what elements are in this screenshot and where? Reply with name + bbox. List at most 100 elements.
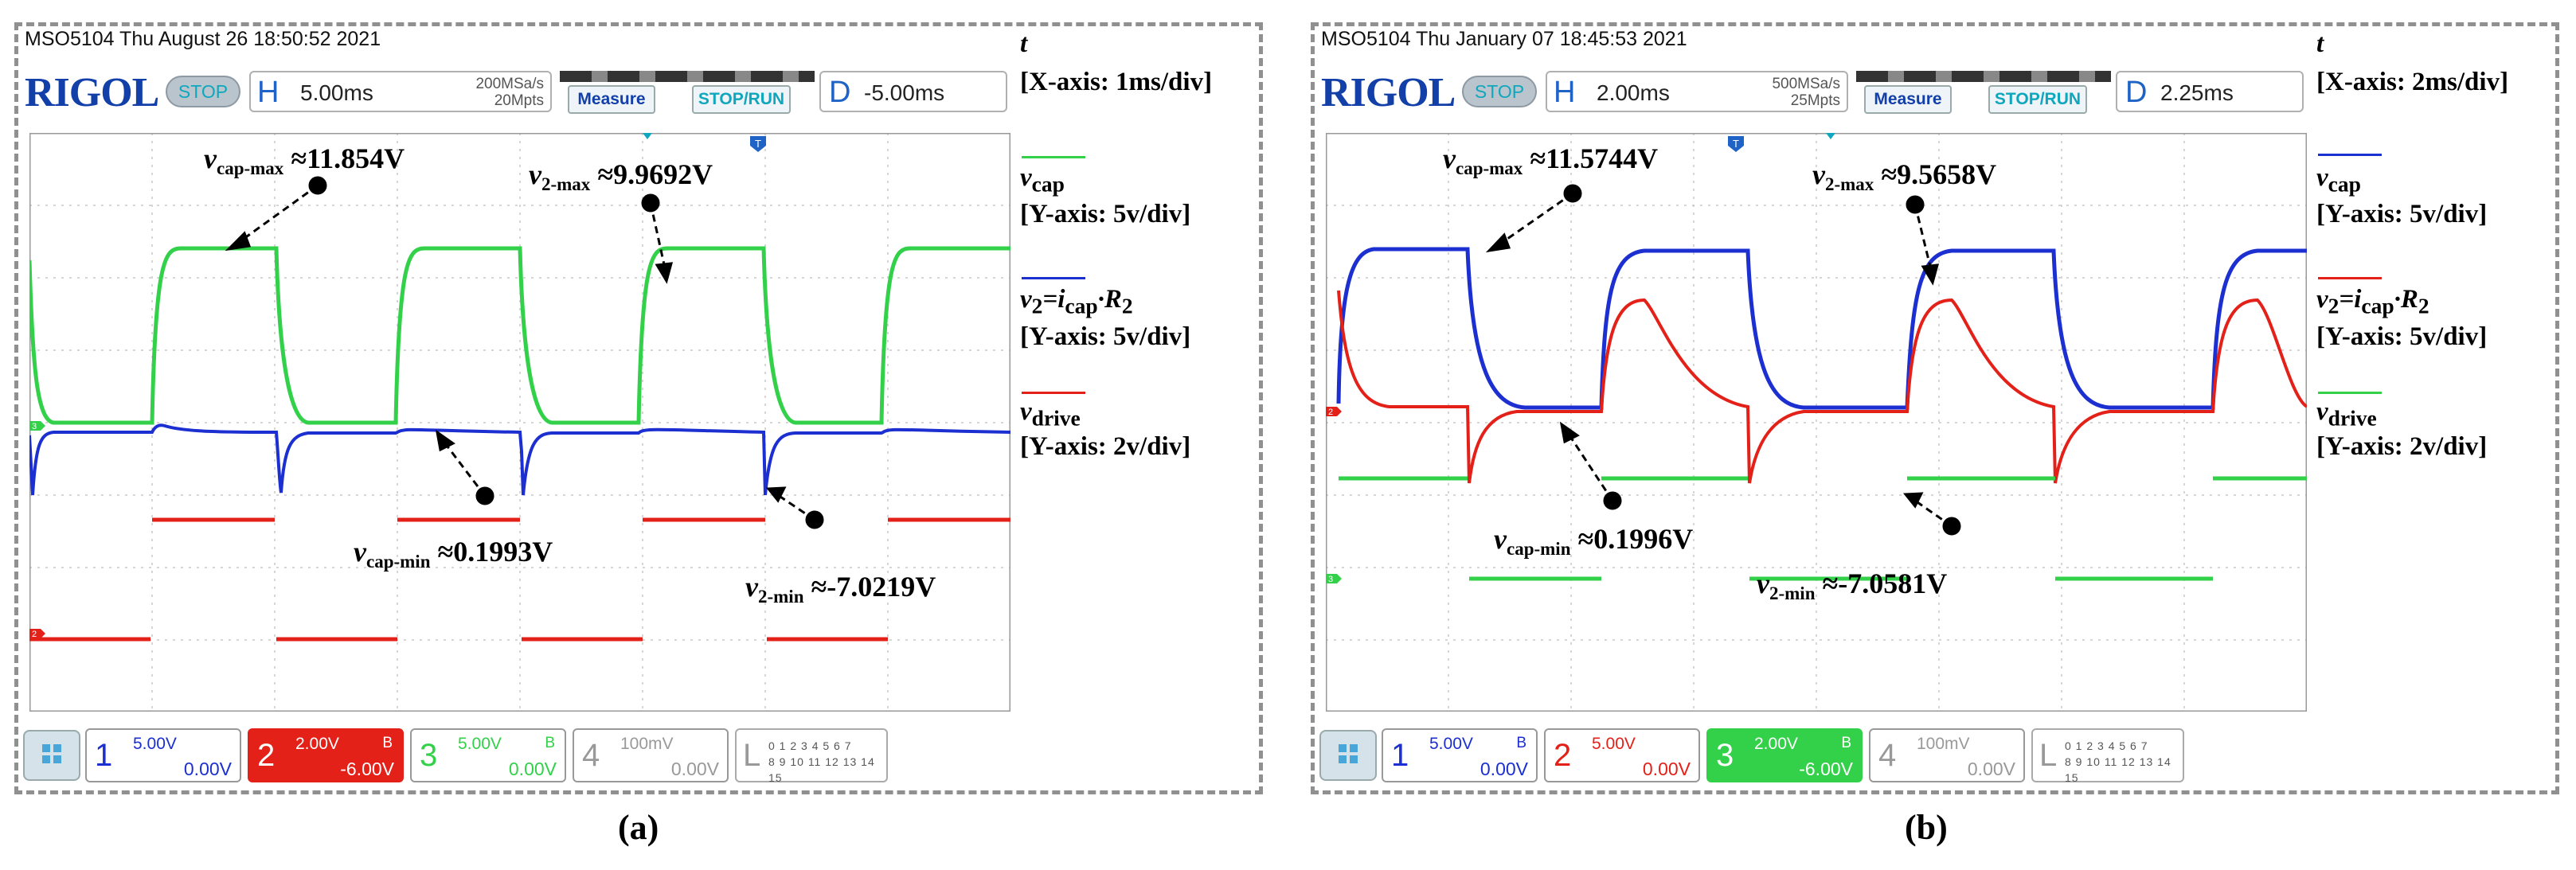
waveform-plot: T 3 2	[29, 133, 1010, 712]
waveform-display[interactable]: T 2 3	[1326, 133, 2307, 712]
channel-4-box[interactable]: 4 100mV 0.00V	[573, 728, 729, 782]
ch2-marker-label: 2	[1328, 408, 1333, 417]
horizontal-timebase-box[interactable]: H 2.00ms 500MSa/s 25Mpts	[1546, 71, 1848, 112]
legend-swatch	[2318, 277, 2382, 279]
delay-box[interactable]: D -5.00ms	[819, 71, 1007, 112]
annotation-vcap-max-a: vcap-max ≈11.854V	[204, 142, 405, 179]
legend-time-label: t	[1020, 29, 1028, 58]
measure-button[interactable]: Measure	[568, 85, 655, 114]
trig-label: T	[1733, 138, 1739, 150]
channel-3-box[interactable]: 3 5.00V B 0.00V	[410, 728, 566, 782]
legend-entry-axis: [Y-axis: 5v/div]	[2316, 322, 2488, 351]
legend-swatch	[1022, 392, 1085, 394]
run-status-button[interactable]: STOP	[166, 76, 240, 107]
channel-scale: 5.00V	[1592, 735, 1636, 753]
scope-header: MSO5104 Thu August 26 18:50:52 2021	[25, 28, 381, 50]
delay-box[interactable]: D 2.25ms	[2116, 71, 2304, 112]
channel-offset: 0.00V	[183, 759, 232, 779]
ch2-ground-marker	[1326, 407, 1342, 416]
stop-run-button[interactable]: STOP/RUN	[1988, 85, 2087, 114]
annotation-arrows	[1485, 184, 1961, 536]
legend-entry-name: vcap	[1020, 163, 1065, 197]
channel-bar: 1 5.00V B 0.00V 2 5.00V 0.00V 3 2.00V B …	[1315, 720, 2308, 789]
channel-number: 3	[1716, 738, 1734, 773]
waveform-plot: T 2 3	[1326, 133, 2307, 712]
trig-marker	[750, 136, 766, 152]
trigger-position-marker	[643, 133, 652, 139]
panel-caption-a: (a)	[618, 808, 659, 847]
annotation-v2-max-b: v2-max ≈9.5658V	[1812, 158, 1997, 195]
run-status-button[interactable]: STOP	[1462, 76, 1537, 107]
trace-v2-b	[1337, 290, 2307, 484]
legend-swatch	[1022, 156, 1085, 158]
grid	[29, 133, 1010, 712]
trace-v2-a	[29, 423, 1010, 496]
legend-swatch	[2318, 154, 2382, 156]
channel-offset: -6.00V	[340, 759, 394, 779]
channel-1-box[interactable]: 1 5.00V B 0.00V	[1382, 728, 1538, 782]
channel-number: 1	[1391, 738, 1409, 773]
memory-overview-bar[interactable]	[560, 71, 815, 82]
horizontal-timebase-box[interactable]: H 5.00ms 200MSa/s 20Mpts	[249, 71, 552, 112]
channel-number: 3	[420, 738, 438, 773]
menu-grid-icon[interactable]	[23, 730, 80, 781]
legend-swatch	[2318, 392, 2382, 394]
ch2-ground-marker	[29, 629, 45, 638]
rigol-logo: RIGOL	[25, 70, 159, 115]
channel-scale: 5.00V	[133, 735, 177, 753]
legend-time-label: t	[2316, 29, 2324, 58]
legend-entry-name: vcap	[2316, 163, 2361, 197]
channel-number: 4	[1878, 738, 1897, 773]
channel-number: 2	[257, 738, 276, 773]
trig-marker	[1728, 136, 1744, 152]
scope-panel-b: MSO5104 Thu January 07 18:45:53 2021 RIG…	[1311, 22, 2559, 794]
panel-caption-b: (b)	[1905, 808, 1948, 847]
stop-run-button[interactable]: STOP/RUN	[692, 85, 791, 114]
ch3-marker-label: 3	[1328, 575, 1333, 584]
channel-offset: 0.00V	[1480, 759, 1528, 779]
channel-2-box[interactable]: 2 5.00V 0.00V	[1544, 728, 1700, 782]
oscilloscope-screen-a: MSO5104 Thu August 26 18:50:52 2021 RIGO…	[18, 26, 1012, 790]
delay-label: D	[2125, 76, 2148, 109]
measure-button[interactable]: Measure	[1864, 85, 1952, 114]
channel-bw-limit: B	[1516, 735, 1526, 751]
menu-grid-icon[interactable]	[1319, 730, 1377, 781]
horizontal-label: H	[1554, 76, 1576, 109]
trace-vdrive-a	[29, 517, 1010, 642]
channel-3-box[interactable]: 3 2.00V B -6.00V	[1706, 728, 1863, 782]
channel-bar: 1 5.00V 0.00V 2 2.00V B -6.00V 3 5.00V B…	[18, 720, 1012, 789]
channel-scale: 100mV	[1917, 735, 1970, 753]
timebase-value: 2.00ms	[1597, 80, 1670, 105]
legend-entry-axis: [Y-axis: 5v/div]	[1020, 200, 1191, 228]
legend-b: t [X-axis: 2ms/div] vcap [Y-axis: 5v/div…	[2312, 26, 2555, 790]
top-toolbar: RIGOL STOP H 2.00ms 500MSa/s 25Mpts Measu…	[1315, 68, 2308, 120]
channel-scale: 2.00V	[295, 735, 339, 753]
channel-2-box[interactable]: 2 2.00V B -6.00V	[248, 728, 404, 782]
memory-overview-bar[interactable]	[1856, 71, 2111, 82]
legend-entry-name: v2=icap·R2	[2316, 285, 2429, 318]
sample-info: 500MSa/s 25Mpts	[1772, 76, 1840, 109]
channel-4-box[interactable]: 4 100mV 0.00V	[1869, 728, 2025, 782]
legend-entry-axis: [Y-axis: 2v/div]	[1020, 432, 1191, 461]
la-label: L	[743, 738, 761, 773]
annotation-arrows	[225, 176, 824, 529]
legend-entry-name: vdrive	[2316, 397, 2377, 431]
legend-entry-name: vdrive	[1020, 397, 1081, 431]
channel-1-box[interactable]: 1 5.00V 0.00V	[85, 728, 241, 782]
ch3-ground-marker	[29, 421, 45, 431]
channel-number: 2	[1554, 738, 1572, 773]
channel-bw-limit: B	[1841, 735, 1851, 751]
legend-x-axis: [X-axis: 1ms/div]	[1020, 68, 1213, 96]
waveform-display[interactable]: T 3 2	[29, 133, 1010, 712]
scope-header: MSO5104 Thu January 07 18:45:53 2021	[1321, 28, 1687, 50]
annotation-vcap-min-b: vcap-min ≈0.1996V	[1494, 523, 1694, 560]
channel-offset: 0.00V	[670, 759, 719, 779]
delay-value: -5.00ms	[864, 80, 945, 105]
trace-vcap-a	[29, 246, 1010, 425]
channel-offset: 0.00V	[508, 759, 557, 779]
channel-bw-limit: B	[382, 735, 393, 751]
